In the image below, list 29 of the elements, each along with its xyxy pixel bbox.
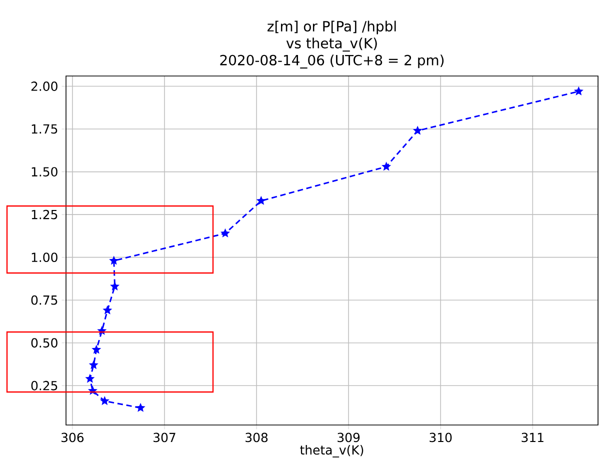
point	[220, 228, 230, 238]
x-tick-label: 311	[522, 432, 544, 442]
x-tick-label: 306	[62, 432, 84, 442]
point	[92, 344, 102, 354]
point	[382, 162, 392, 171]
x-tick-label: 307	[154, 432, 176, 442]
point	[102, 305, 112, 314]
x-tick-label: 310	[430, 432, 452, 442]
point	[110, 281, 120, 290]
chart-title: z[m] or P[Pa] /hpbl vs theta_v(K) 2020-08-14_06 (UTC+8 = 2 pm)	[220, 20, 444, 68]
point	[109, 256, 119, 265]
y-tick-label: 1.25	[32, 210, 58, 220]
y-tick-label: 1.50	[32, 167, 58, 176]
x-tick-label: 308	[246, 432, 268, 442]
y-tick-label: 2.00	[31, 82, 58, 91]
point	[100, 396, 110, 406]
point	[256, 196, 266, 205]
x-tick-label: 309	[338, 432, 360, 442]
point	[136, 402, 146, 412]
point	[85, 374, 95, 383]
y-tick-label: 0.50	[31, 338, 58, 348]
y-tick-label: 1.00	[32, 252, 58, 262]
point	[88, 360, 98, 370]
y-tick-label: 0.75	[31, 295, 58, 305]
y-tick-label: 1.75	[32, 124, 58, 134]
y-tick-label: 0.25	[31, 380, 58, 390]
point	[574, 86, 584, 96]
x-axis-title: theta_v(K)	[300, 445, 364, 458]
point	[412, 126, 422, 135]
